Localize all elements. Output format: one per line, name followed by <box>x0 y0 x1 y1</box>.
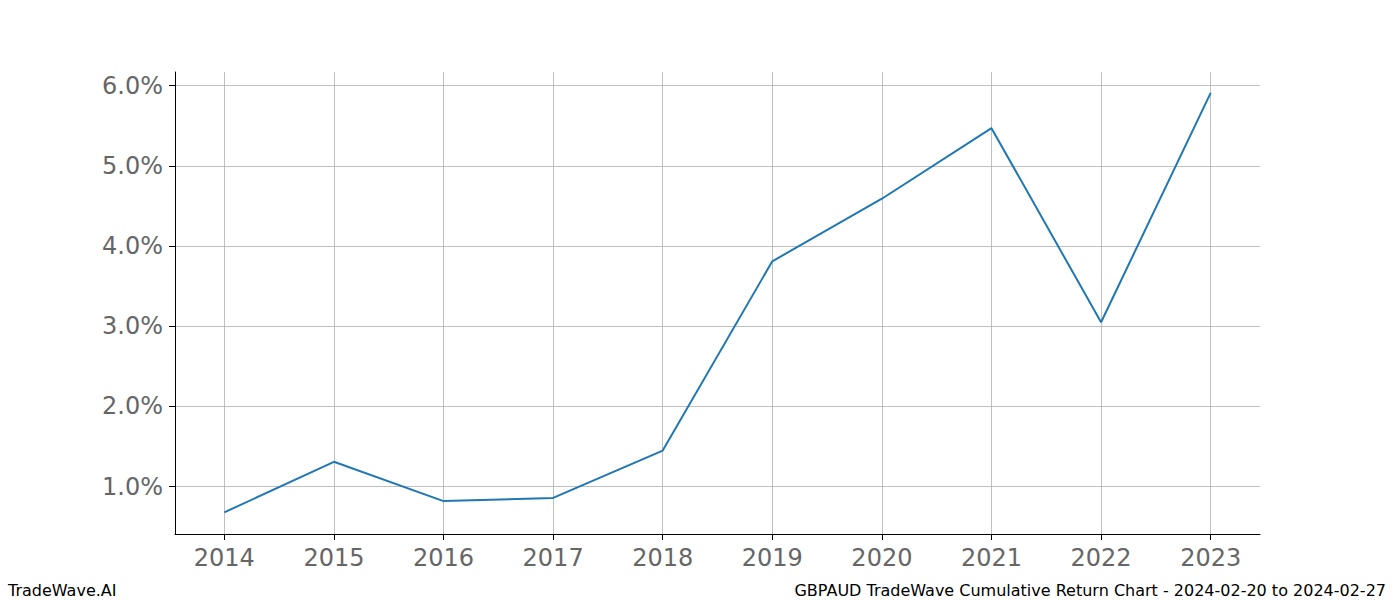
svg-text:6.0%: 6.0% <box>102 72 163 100</box>
svg-text:2014: 2014 <box>194 544 255 572</box>
svg-text:4.0%: 4.0% <box>102 232 163 260</box>
svg-text:2015: 2015 <box>303 544 364 572</box>
svg-text:2023: 2023 <box>1180 544 1241 572</box>
svg-text:2022: 2022 <box>1071 544 1132 572</box>
svg-text:2017: 2017 <box>523 544 584 572</box>
svg-text:2019: 2019 <box>742 544 803 572</box>
svg-text:3.0%: 3.0% <box>102 312 163 340</box>
svg-text:2020: 2020 <box>851 544 912 572</box>
svg-text:5.0%: 5.0% <box>102 152 163 180</box>
svg-text:1.0%: 1.0% <box>102 473 163 501</box>
svg-text:2021: 2021 <box>961 544 1022 572</box>
svg-text:GBPAUD TradeWave Cumulative Re: GBPAUD TradeWave Cumulative Return Chart… <box>794 581 1386 600</box>
svg-text:2016: 2016 <box>413 544 474 572</box>
svg-text:TradeWave.AI: TradeWave.AI <box>7 581 116 600</box>
svg-text:2018: 2018 <box>632 544 693 572</box>
svg-text:2.0%: 2.0% <box>102 392 163 420</box>
